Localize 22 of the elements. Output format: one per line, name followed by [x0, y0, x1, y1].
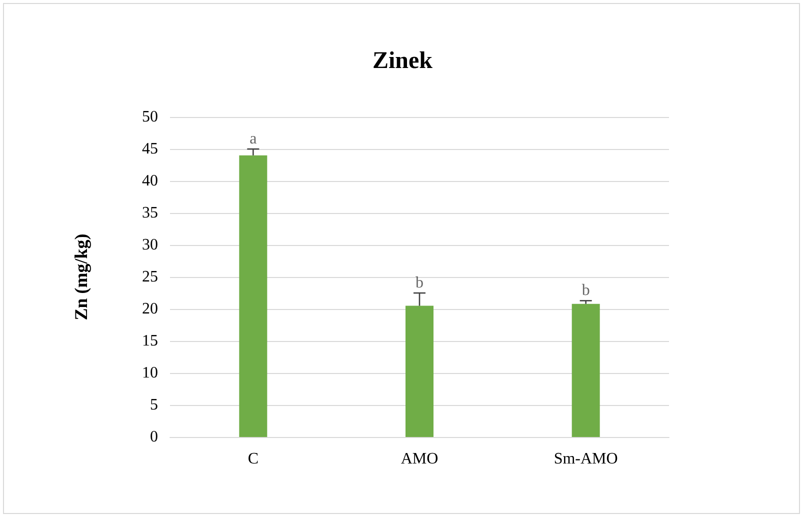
y-tick-label: 25 [142, 268, 158, 286]
y-tick-label: 5 [150, 396, 158, 414]
y-tick-label: 30 [142, 236, 158, 254]
bar [239, 155, 268, 437]
annotation: a [250, 130, 257, 148]
y-tick-label: 20 [142, 300, 158, 318]
y-tick-label: 45 [142, 140, 158, 158]
annotation: b [582, 282, 590, 300]
y-tick-label: 40 [142, 172, 158, 190]
y-tick-label: 10 [142, 364, 158, 382]
bar [406, 306, 434, 437]
y-axis-title: Zn (mg/kg) [71, 234, 91, 320]
x-tick-label: Sm-AMO [554, 450, 618, 468]
x-tick-label: C [248, 450, 259, 468]
bar [572, 304, 600, 437]
y-tick-label: 15 [142, 332, 158, 350]
chart-title: Zinek [372, 48, 434, 74]
x-tick-label: AMO [400, 450, 438, 468]
y-tick-label: 0 [150, 428, 158, 446]
y-tick-label: 50 [142, 108, 158, 126]
annotation: b [416, 274, 424, 292]
y-tick-label: 35 [142, 204, 158, 222]
